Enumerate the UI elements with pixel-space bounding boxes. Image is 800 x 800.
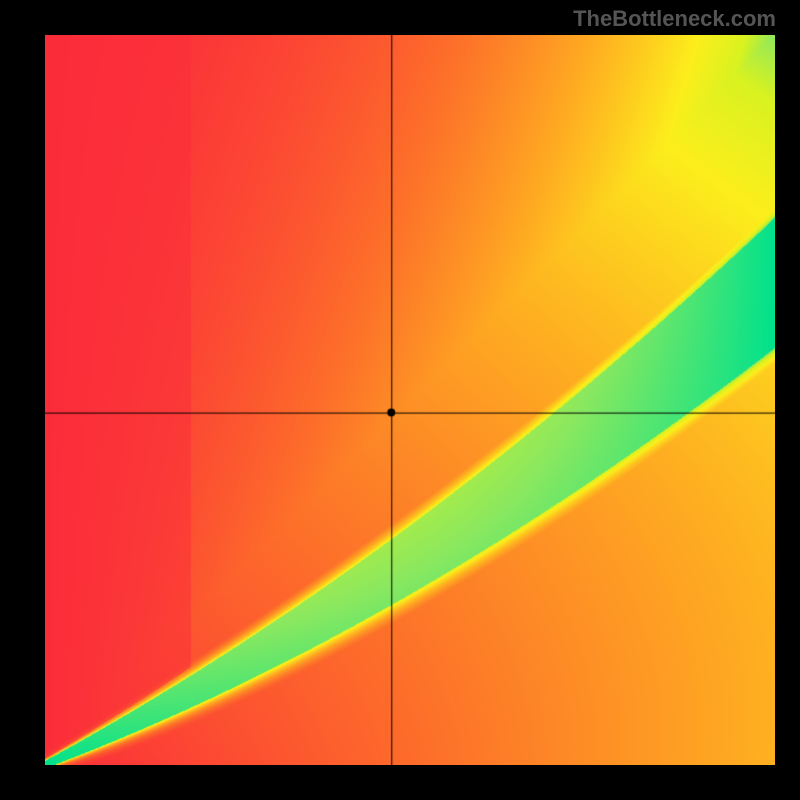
- watermark-text: TheBottleneck.com: [573, 6, 776, 32]
- heatmap-canvas: [45, 35, 775, 765]
- heatmap-plot: [45, 35, 775, 765]
- chart-container: TheBottleneck.com: [0, 0, 800, 800]
